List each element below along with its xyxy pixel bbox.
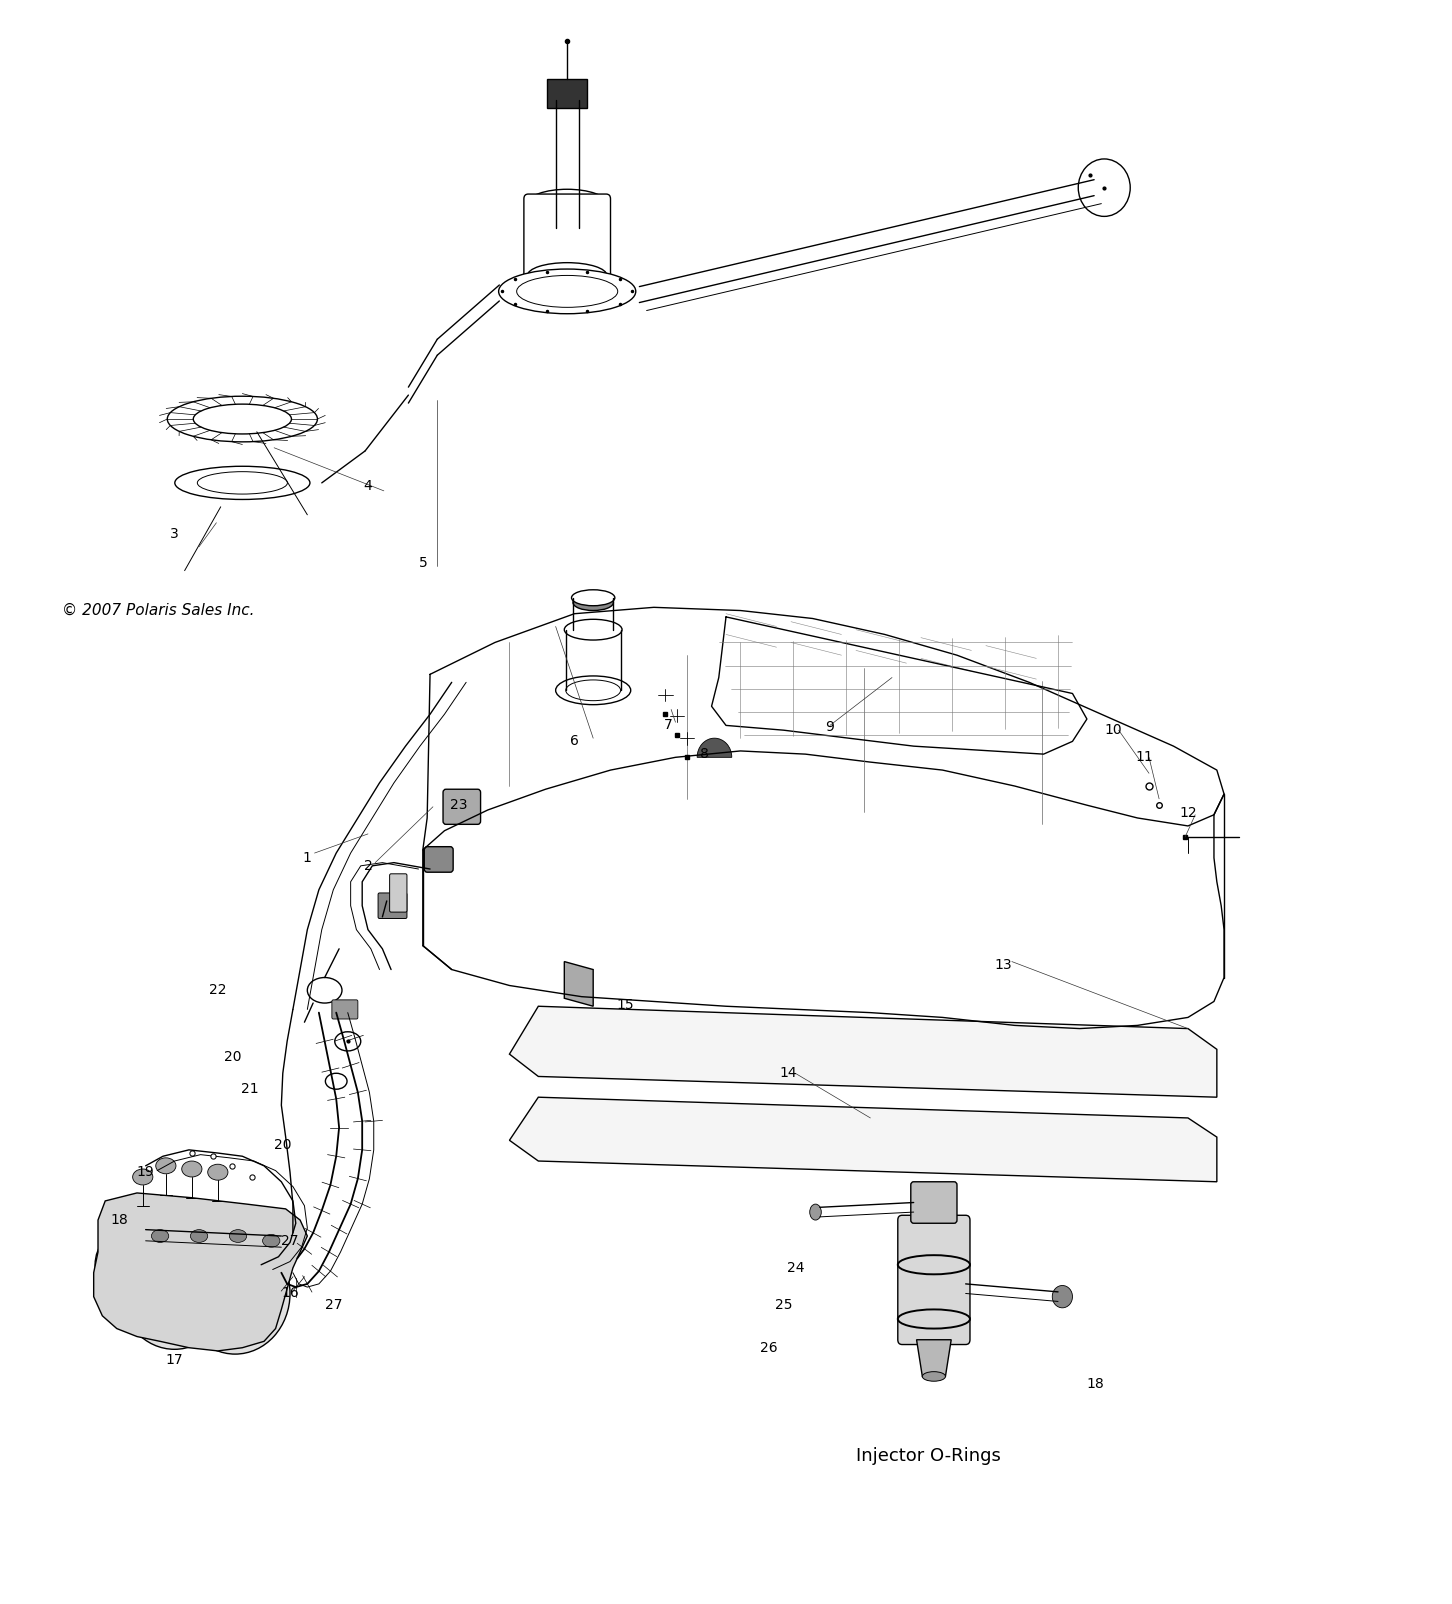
Text: 17: 17 [166, 1354, 183, 1368]
Text: 15: 15 [616, 998, 633, 1012]
Text: 14: 14 [780, 1067, 797, 1079]
Text: 25: 25 [775, 1298, 793, 1312]
Circle shape [106, 1243, 147, 1286]
Circle shape [154, 1266, 195, 1310]
FancyBboxPatch shape [424, 847, 453, 873]
Text: 12: 12 [1179, 807, 1196, 820]
Ellipse shape [263, 1235, 280, 1248]
Text: 2: 2 [363, 858, 372, 873]
Ellipse shape [574, 595, 613, 611]
Ellipse shape [527, 263, 607, 289]
Text: 8: 8 [700, 747, 709, 762]
Text: 27: 27 [325, 1298, 343, 1312]
FancyBboxPatch shape [389, 874, 407, 913]
Text: 22: 22 [209, 983, 227, 998]
Text: 5: 5 [418, 555, 427, 569]
Ellipse shape [922, 1371, 945, 1381]
FancyBboxPatch shape [378, 893, 407, 919]
Text: 13: 13 [995, 958, 1012, 972]
Polygon shape [510, 1006, 1217, 1097]
FancyBboxPatch shape [897, 1216, 970, 1344]
Ellipse shape [182, 1161, 202, 1177]
FancyBboxPatch shape [547, 79, 588, 107]
Text: 26: 26 [761, 1341, 778, 1355]
Text: 20: 20 [274, 1139, 292, 1152]
Ellipse shape [229, 1230, 247, 1243]
Circle shape [136, 1248, 212, 1330]
Text: 18: 18 [1086, 1378, 1105, 1391]
Polygon shape [94, 1193, 308, 1351]
Text: 24: 24 [787, 1261, 804, 1275]
Ellipse shape [167, 396, 318, 441]
Ellipse shape [565, 619, 621, 640]
Ellipse shape [527, 189, 607, 218]
Text: Injector O-Rings: Injector O-Rings [855, 1447, 1000, 1464]
Ellipse shape [572, 590, 614, 606]
FancyBboxPatch shape [443, 789, 481, 824]
Text: 3: 3 [170, 528, 179, 541]
Text: 18: 18 [110, 1213, 129, 1227]
Text: 23: 23 [450, 799, 468, 812]
Ellipse shape [498, 269, 636, 314]
Circle shape [197, 1253, 273, 1335]
FancyBboxPatch shape [333, 999, 357, 1019]
Ellipse shape [190, 1230, 208, 1243]
FancyBboxPatch shape [524, 194, 610, 281]
Text: 6: 6 [571, 735, 579, 749]
Polygon shape [916, 1339, 951, 1376]
Ellipse shape [208, 1165, 228, 1181]
Ellipse shape [151, 1230, 168, 1243]
Ellipse shape [566, 680, 620, 701]
Circle shape [119, 1229, 229, 1349]
Text: 16: 16 [282, 1286, 299, 1301]
Text: 9: 9 [826, 720, 835, 735]
Ellipse shape [556, 675, 630, 704]
Text: 10: 10 [1104, 723, 1122, 738]
Text: 7: 7 [664, 719, 672, 733]
Text: 27: 27 [282, 1233, 299, 1248]
Wedge shape [697, 738, 732, 757]
Text: 4: 4 [363, 480, 372, 492]
Text: 19: 19 [136, 1165, 154, 1179]
Ellipse shape [132, 1169, 152, 1185]
Ellipse shape [155, 1158, 176, 1174]
Text: 21: 21 [241, 1083, 258, 1096]
Polygon shape [565, 961, 594, 1006]
Polygon shape [510, 1097, 1217, 1182]
Text: 1: 1 [303, 850, 312, 865]
Circle shape [215, 1270, 256, 1315]
FancyBboxPatch shape [910, 1182, 957, 1224]
Text: © 2007 Polaris Sales Inc.: © 2007 Polaris Sales Inc. [62, 603, 254, 618]
Text: 20: 20 [224, 1051, 241, 1065]
Text: 11: 11 [1135, 751, 1153, 765]
Circle shape [1053, 1285, 1073, 1307]
Circle shape [96, 1230, 158, 1299]
Ellipse shape [193, 404, 292, 435]
Circle shape [180, 1233, 290, 1354]
Ellipse shape [810, 1205, 822, 1221]
